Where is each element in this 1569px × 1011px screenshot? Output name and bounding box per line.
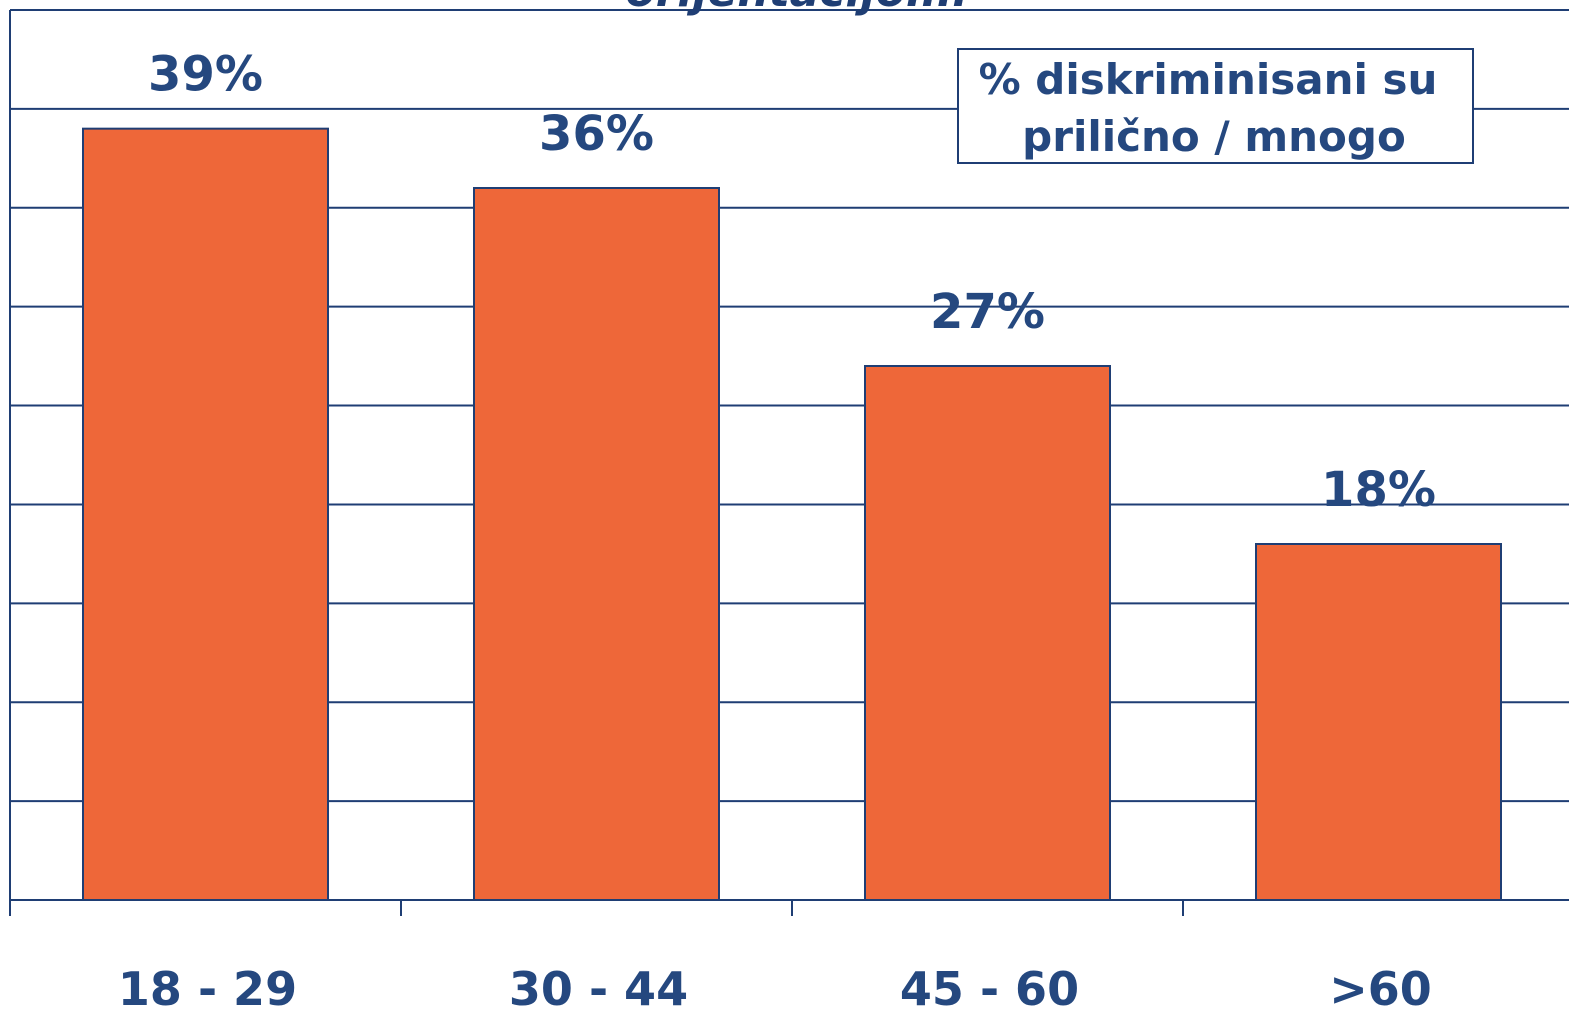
x-tick-label: 18 - 29 [118, 962, 297, 1011]
legend-box: % diskriminisani su prilično / mnogo [957, 48, 1474, 164]
bar-value-label: 18% [1321, 462, 1436, 518]
bar [864, 365, 1111, 901]
bar [82, 127, 329, 901]
bar [1255, 543, 1502, 901]
x-axis: 18 - 29 30 - 44 45 - 60 >60 [9, 899, 1569, 1011]
bar-value-label: 27% [930, 284, 1045, 340]
bar-value-label: 36% [539, 106, 654, 162]
bar-value-label: 39% [148, 47, 263, 103]
x-tick-label: 30 - 44 [509, 962, 688, 1011]
bars [82, 127, 1502, 901]
bar [473, 187, 720, 901]
x-tick-label: 45 - 60 [900, 962, 1079, 1011]
value-labels: 39% 36% 27% 18% [148, 47, 1436, 518]
legend-line-1: % diskriminisani su [979, 55, 1438, 104]
chart-title: orijentacijom. [625, 0, 968, 17]
x-tick-label: >60 [1329, 962, 1432, 1011]
legend-line-2: prilično / mnogo [1022, 112, 1406, 161]
legend-border [957, 48, 1474, 164]
